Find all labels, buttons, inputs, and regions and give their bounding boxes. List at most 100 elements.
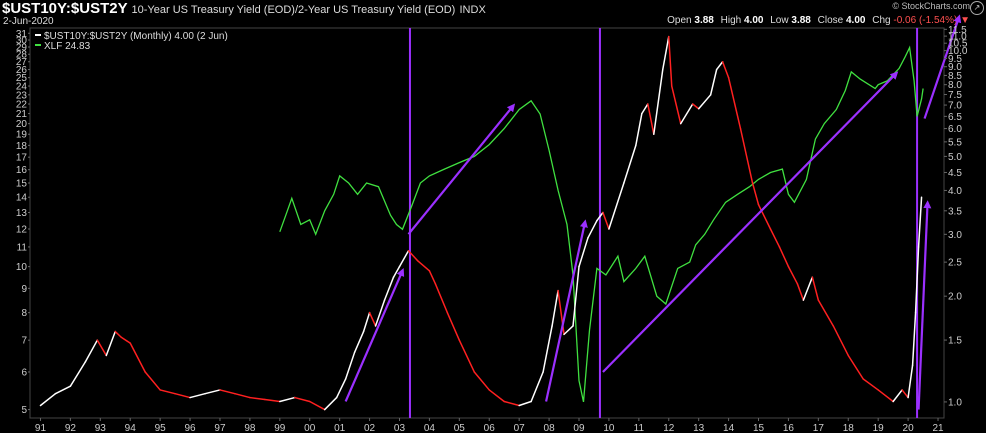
ratio-series-segment (398, 249, 410, 268)
ratio-series-segment (174, 392, 191, 399)
x-tick-label: 93 (95, 423, 107, 433)
left-tick-label: 22 (16, 99, 28, 110)
high-label: High (720, 15, 742, 26)
chg-value: -0.06 (-1.54%) (893, 15, 958, 26)
ratio-series-segment (434, 283, 449, 314)
ratio-series-segment (697, 94, 712, 110)
ratio-series-segment (428, 270, 437, 285)
ratio-series-segment (623, 144, 637, 184)
x-tick-label: 09 (573, 423, 585, 433)
right-tick-label: 9.5 (948, 54, 962, 65)
right-tick-label: 7.0 (948, 101, 962, 112)
stockcharts-credit[interactable]: © StockCharts.com (892, 1, 970, 11)
ratio-series-segment (279, 396, 296, 403)
ratio-series-segment (914, 246, 920, 314)
right-tick-label: 11.0 (948, 32, 967, 43)
right-tick-label: 2.0 (948, 292, 962, 303)
left-tick-label: 10 (16, 262, 28, 273)
ratio-series-segment (572, 265, 580, 327)
ratio-series-segment (294, 396, 311, 403)
chart-corner-icon[interactable]: ↗ (970, 1, 984, 15)
right-tick-label: 11.5 (948, 25, 967, 36)
ratio-series-segment (69, 361, 87, 387)
ratio-series-segment (862, 378, 879, 391)
ratio-series-segment (578, 237, 589, 268)
ratio-series-segment (691, 103, 700, 110)
left-tick-label: 13 (16, 208, 28, 219)
x-tick-label: 13 (693, 423, 705, 433)
ratio-series-segment (120, 336, 131, 344)
left-tick-label: 14 (16, 193, 28, 204)
x-tick-label: 00 (304, 423, 316, 433)
ratio-series-segment (204, 389, 221, 395)
left-tick-label: 31 (16, 29, 28, 40)
ratio-series-segment (778, 246, 790, 268)
legend-label-xlf: XLF 24.83 (44, 41, 91, 52)
left-tick-label: 30 (16, 36, 28, 47)
close-value: 4.00 (846, 15, 866, 26)
right-tick-label: 8.0 (948, 80, 962, 91)
ratio-series-segment (817, 299, 835, 327)
x-tick-label: 17 (813, 423, 825, 433)
low-label: Low (770, 15, 789, 26)
x-tick-label: 11 (634, 423, 645, 433)
ratio-series-segment (105, 330, 117, 357)
ratio-series-segment (892, 389, 903, 403)
left-tick-label: 26 (16, 65, 28, 76)
close-label: Close (817, 15, 844, 26)
ratio-series-segment (353, 330, 365, 354)
ratio-series-segment (323, 396, 338, 411)
ratio-series-segment (917, 196, 923, 248)
ratio-series-segment (907, 364, 914, 399)
symbol-label: $UST10Y:$UST2Y (2, 0, 128, 17)
ratio-series-segment (308, 400, 326, 411)
ratio-series-segment (709, 68, 718, 96)
ratio-series-segment (596, 211, 604, 222)
x-tick-label: 04 (424, 423, 436, 433)
left-tick-label: 12 (16, 225, 28, 236)
ratio-series-segment (877, 389, 894, 403)
left-tick-label: 9 (21, 284, 27, 295)
left-tick-label: 23 (16, 90, 28, 101)
ohlc-readout: Open 3.88 High 4.00 Low 3.88 Close 4.00 … (667, 15, 970, 26)
ratio-series-segment (551, 289, 559, 327)
ratio-series-segment (219, 389, 236, 395)
chg-label: Chg (872, 15, 891, 26)
ratio-series-segment (751, 182, 760, 206)
ratio-series-segment (84, 339, 99, 363)
ratio-series-segment (635, 112, 643, 147)
ratio-series-segment (530, 371, 544, 403)
ratio-series-segment (374, 299, 386, 327)
ratio-series-segment (96, 339, 108, 357)
ratio-series-segment (847, 354, 864, 380)
ratio-series-segment (608, 182, 625, 230)
right-tick-label: 10.5 (948, 39, 968, 50)
x-tick-label: 94 (125, 423, 137, 433)
right-tick-label: 8.5 (948, 71, 962, 82)
low-value: 3.88 (791, 15, 811, 26)
ratio-series-segment (901, 389, 909, 399)
legend-label-ratio: $UST10Y:$UST2Y (Monthly) 4.00 (2 Jun) (44, 31, 228, 42)
chart-title: $UST10Y:$UST2Y 10-Year US Treasury Yield… (2, 0, 486, 17)
x-tick-label: 15 (753, 423, 765, 433)
ratio-series-segment (264, 398, 281, 403)
ratio-series-segment (727, 76, 742, 130)
right-tick-label: 7.5 (948, 90, 962, 101)
x-tick-label: 18 (843, 423, 855, 433)
ratio-series-segment (787, 265, 799, 285)
ratio-series-segment (641, 103, 649, 115)
x-tick-label: 95 (155, 423, 167, 433)
ratio-series-segment (144, 371, 161, 391)
xlf-series-line (279, 45, 924, 403)
right-tick-label: 3.5 (948, 206, 962, 217)
trend-arrow (917, 200, 932, 410)
left-tick-label: 11 (17, 242, 28, 253)
x-tick-label: 02 (364, 423, 376, 433)
x-tick-label: 20 (903, 423, 915, 433)
right-tick-label: 10.0 (948, 46, 968, 57)
x-tick-label: 03 (394, 423, 406, 433)
ratio-series-segment (811, 276, 820, 301)
ratio-series-segment (653, 68, 664, 135)
ratio-series-segment (602, 211, 610, 230)
